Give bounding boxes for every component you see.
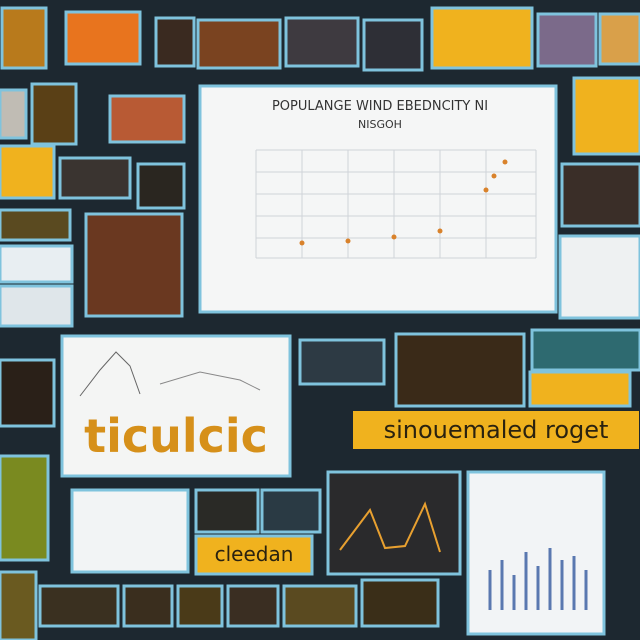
- chart-panel: [198, 84, 558, 314]
- banner-right-box: [351, 409, 640, 451]
- chart-grid: [255, 149, 537, 259]
- sketch-line: [79, 351, 141, 397]
- decor-line: [339, 501, 441, 553]
- banner-bottom: cleedan: [215, 542, 294, 566]
- chart-dots: [299, 159, 508, 246]
- sketch-line: [159, 371, 261, 391]
- decor-bars: [488, 548, 588, 610]
- chart-subtitle: NISGOH: [358, 118, 402, 131]
- banner-panel: [60, 334, 292, 478]
- chart-title: POPULANGE WIND EBEDNCITY NI: [272, 99, 488, 114]
- banner-bottom-box: [194, 534, 314, 576]
- banner-right: sinouemaled roget: [384, 416, 609, 444]
- banner-left: ticulcic: [84, 409, 268, 463]
